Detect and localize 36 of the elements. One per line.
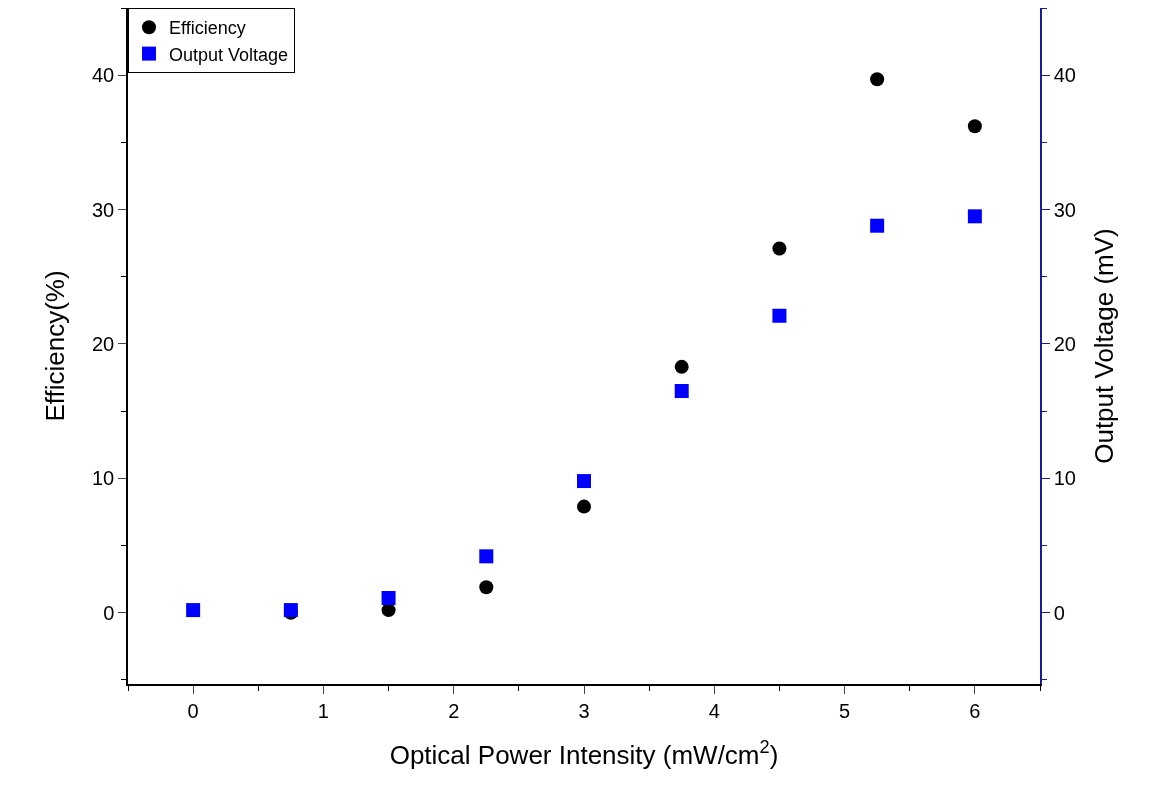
point xyxy=(577,499,591,514)
x-tick-label: 4 xyxy=(708,699,720,722)
y-tick-label: 10 xyxy=(92,467,115,490)
x-tick-label: 0 xyxy=(187,699,199,722)
y-tick-label: 40 xyxy=(92,64,115,87)
point xyxy=(967,119,982,134)
point xyxy=(870,218,885,233)
point xyxy=(479,549,494,564)
legend-label: Efficiency xyxy=(169,18,246,39)
legend-label: Output Voltage xyxy=(169,44,289,65)
x-tick-label: 5 xyxy=(839,699,851,722)
point xyxy=(772,241,787,256)
x-tick-label: 1 xyxy=(317,699,329,722)
point xyxy=(674,384,689,399)
y2-tick-label: 20 xyxy=(1053,332,1076,355)
point xyxy=(772,308,787,323)
point xyxy=(381,590,396,605)
point xyxy=(186,603,201,618)
y-axis-title: Efficiency(%) xyxy=(39,270,70,422)
point xyxy=(870,72,885,87)
y2-tick-label: 10 xyxy=(1053,467,1076,490)
x-axis-title: Optical Power Intensity (mW/cm$^{2}$) xyxy=(389,737,779,770)
x-tick-label: 6 xyxy=(969,699,981,722)
point xyxy=(967,209,982,224)
x-tick-label: 3 xyxy=(578,699,590,722)
y2-tick-label: 40 xyxy=(1053,64,1076,87)
y2-tick-label: 0 xyxy=(1053,601,1065,624)
y-tick-label: 20 xyxy=(92,332,115,355)
y2-axis-title: Output Voltage (mV) xyxy=(1089,228,1120,464)
x-tick-label: 2 xyxy=(448,699,460,722)
point xyxy=(479,580,494,595)
y2-tick-label: 30 xyxy=(1053,198,1076,221)
y-tick-label: 30 xyxy=(92,198,115,221)
y-tick-label: 0 xyxy=(103,601,115,624)
point xyxy=(674,359,689,374)
point xyxy=(577,474,591,489)
